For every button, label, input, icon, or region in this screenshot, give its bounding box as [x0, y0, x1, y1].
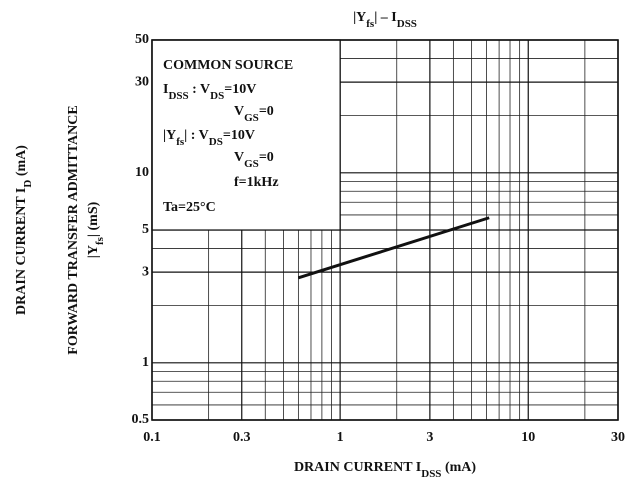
chart-title: |Yfs| – IDSS [353, 10, 417, 29]
plot-frame [151, 39, 619, 421]
text-part: =0 [259, 104, 274, 119]
y-tick-label: 10 [135, 165, 149, 180]
text-part: (mA) [441, 460, 476, 475]
data-line [297, 216, 490, 280]
y-tick-label: 30 [135, 74, 149, 89]
text-part: DRAIN CURRENT I [294, 460, 421, 475]
text-part: COMMON SOURCE [163, 58, 293, 73]
annotation: COMMON SOURCE [163, 58, 293, 73]
text-part: | [184, 128, 187, 143]
text-part: (mA) [14, 145, 29, 180]
text-part: V [234, 104, 244, 119]
y-tick-label: 50 [135, 32, 149, 47]
annotation: Ta=25°C [163, 200, 216, 215]
text-part: Ta=25°C [163, 200, 216, 215]
subscript: DSS [168, 90, 188, 102]
annotation: IDSS : VDS=10V [163, 82, 256, 101]
y-tick-label: 0.5 [132, 412, 150, 427]
subscript: DS [210, 90, 224, 102]
text-part: |Y [353, 10, 366, 25]
text-part: | – I [374, 10, 397, 25]
y-axis-unit: |Yfs| (mS) [86, 201, 105, 258]
subscript: DSS [421, 468, 441, 480]
annotation: f=1kHz [234, 175, 279, 190]
annotation: VGS=0 [234, 150, 274, 169]
subscript: fs [176, 136, 185, 148]
subscript: DS [209, 136, 223, 148]
text-part: =10V [224, 82, 256, 97]
subscript: D [22, 180, 34, 188]
x-tick-label: 3 [426, 430, 433, 445]
text-part: : V [187, 128, 209, 143]
subscript: GS [244, 158, 259, 170]
text-part: I [163, 82, 168, 97]
text-part: FORWARD TRANSFER ADMITTANCE [66, 105, 81, 354]
subscript: GS [244, 112, 259, 124]
text-part: |Y [86, 245, 101, 258]
text-part: | (mS) [86, 201, 101, 237]
x-tick-label: 0.3 [233, 430, 251, 445]
text-part: V [234, 150, 244, 165]
text-part: |Y [163, 128, 176, 143]
y-tick-label: 5 [142, 222, 149, 237]
y-axis-label: DRAIN CURRENT ID (mA) [14, 145, 33, 315]
annotation: VGS=0 [234, 104, 274, 123]
subscript: fs [94, 236, 106, 245]
text-part: DRAIN CURRENT I [14, 188, 29, 315]
x-tick-label: 10 [521, 430, 535, 445]
text-part: =10V [223, 128, 255, 143]
subscript: fs [366, 18, 375, 30]
y-tick-label: 3 [142, 264, 149, 279]
text-part: =0 [259, 150, 274, 165]
subscript: DSS [397, 18, 417, 30]
y-axis-label: FORWARD TRANSFER ADMITTANCE [66, 105, 81, 354]
x-tick-label: 1 [337, 430, 344, 445]
x-tick-label: 0.1 [143, 430, 161, 445]
text-part: : V [189, 82, 211, 97]
x-axis-label: DRAIN CURRENT IDSS (mA) [294, 460, 476, 479]
text-part: f=1kHz [234, 175, 279, 190]
x-tick-label: 30 [611, 430, 625, 445]
annotation: |Yfs| : VDS=10V [163, 128, 255, 147]
y-tick-label: 1 [142, 355, 149, 370]
